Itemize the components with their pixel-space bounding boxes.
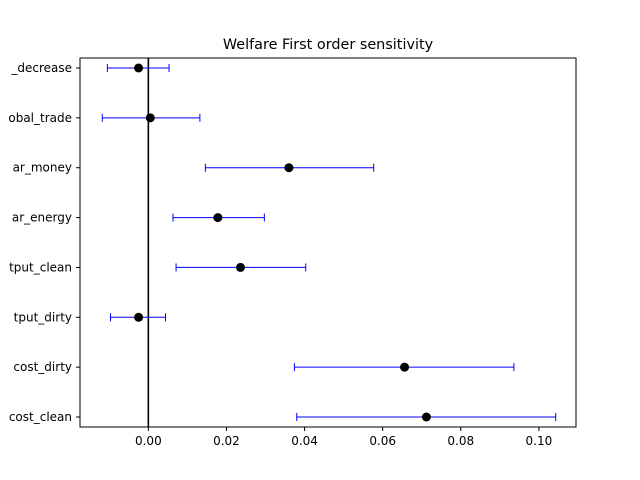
x-tick-label: 0.06 <box>369 434 396 448</box>
y-tick-label: tput_dirty <box>14 310 72 324</box>
plot-area: 0.00 0.02 0.04 0.06 0.08 0.10 _decrease obal_tr… <box>8 58 557 448</box>
y-tick-label: cost_dirty <box>13 360 72 374</box>
data-point <box>236 262 246 272</box>
x-tick-label: 0.10 <box>526 434 553 448</box>
axes-frame <box>79 57 577 428</box>
data-point <box>134 312 144 322</box>
y-tick-label: tput_clean <box>9 260 72 274</box>
y-tick-label: ar_money <box>13 161 72 175</box>
x-tick-label: 0.04 <box>291 434 318 448</box>
data-point <box>284 163 294 173</box>
x-tick-label: 0.02 <box>213 434 240 448</box>
y-tick-label: ar_energy <box>12 211 72 225</box>
y-tick-label: cost_clean <box>9 410 72 424</box>
x-tick-label: 0.00 <box>135 434 162 448</box>
data-point <box>145 113 155 123</box>
chart-title: Welfare First order sensitivity <box>223 37 434 53</box>
data-point <box>421 412 431 422</box>
data-point <box>134 63 144 73</box>
y-tick-label: _decrease <box>10 61 72 75</box>
data-point <box>400 362 410 372</box>
y-tick-label: obal_trade <box>8 111 72 125</box>
data-point <box>213 213 223 223</box>
x-tick-label: 0.08 <box>447 434 474 448</box>
